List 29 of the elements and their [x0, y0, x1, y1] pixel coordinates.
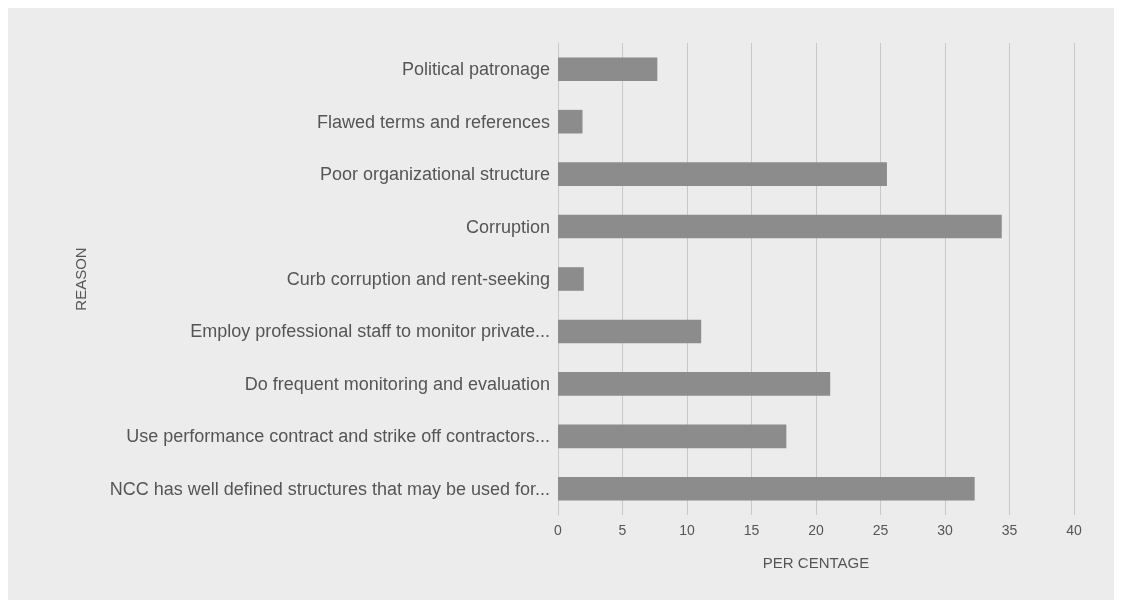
bar: [558, 424, 787, 449]
y-tick-label: Corruption: [465, 216, 550, 237]
bar: [558, 214, 1002, 239]
bar: [558, 319, 702, 344]
y-axis-title: REASON: [72, 247, 89, 311]
x-axis-title: PER CENTAGE: [762, 554, 870, 571]
x-tick-label: 30: [937, 522, 953, 538]
x-tick-label: 10: [679, 522, 695, 538]
y-tick-label: Political patronage: [401, 59, 550, 80]
x-tick-label: 40: [1066, 522, 1082, 538]
y-tick-label: Do frequent monitoring and evaluation: [244, 373, 550, 394]
x-tick-label: 5: [618, 522, 627, 538]
y-tick-label: Employ professional staff to monitor private...: [190, 321, 550, 342]
bar: [558, 109, 583, 134]
x-tick-label: 15: [743, 522, 760, 538]
bar: [558, 476, 975, 501]
x-tick-label: 35: [1001, 522, 1018, 538]
bar: [558, 267, 584, 291]
y-tick-label: NCC has well defined structures that may be used for...: [109, 478, 550, 499]
x-tick-label: 20: [808, 522, 824, 538]
y-tick-label: Flawed terms and references: [316, 111, 550, 132]
y-tick-label: Curb corruption and rent-seeking: [286, 269, 550, 289]
y-tick-label: Poor organizational structure: [319, 164, 550, 185]
x-tick-label: 0: [554, 522, 563, 538]
y-tick-label: Use performance contract and strike off contractors...: [126, 426, 550, 447]
bar: [558, 372, 831, 396]
x-tick-label: 25: [872, 522, 889, 538]
bar: [558, 57, 658, 82]
bar: [558, 162, 887, 186]
